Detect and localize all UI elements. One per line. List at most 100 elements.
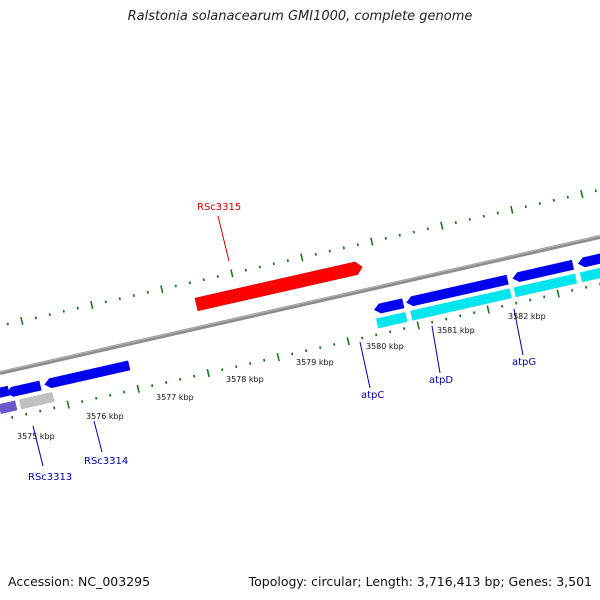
major-tick bbox=[510, 205, 514, 214]
gene-rsc3315[interactable] bbox=[194, 261, 364, 312]
minor-tick bbox=[95, 396, 98, 400]
minor-tick bbox=[202, 278, 205, 282]
minor-tick bbox=[333, 342, 336, 346]
minor-tick bbox=[118, 297, 121, 301]
gene-atpg-arrow[interactable] bbox=[511, 259, 575, 283]
minor-tick bbox=[571, 288, 574, 292]
gene-atpd-arrow[interactable] bbox=[405, 274, 509, 308]
major-tick bbox=[66, 400, 70, 409]
major-tick bbox=[486, 305, 490, 314]
minor-tick bbox=[25, 412, 28, 416]
scale-label-3576: 3576 kbp bbox=[86, 412, 124, 421]
minor-tick bbox=[188, 281, 191, 285]
minor-tick bbox=[179, 377, 182, 381]
minor-tick bbox=[482, 214, 485, 218]
cds-atpg[interactable] bbox=[513, 273, 578, 298]
major-tick bbox=[370, 237, 374, 246]
minor-tick bbox=[431, 320, 434, 324]
major-tick bbox=[230, 269, 234, 278]
major-tick bbox=[300, 253, 304, 262]
minor-tick bbox=[272, 262, 275, 266]
major-tick bbox=[346, 337, 350, 346]
minor-tick bbox=[48, 313, 51, 317]
genome-backbone-highlight bbox=[0, 235, 600, 373]
leader-atpd bbox=[431, 325, 441, 374]
minor-tick bbox=[146, 290, 149, 294]
minor-tick bbox=[403, 327, 406, 331]
scale-label-3581: 3581 kbp bbox=[437, 326, 475, 335]
minor-tick bbox=[585, 285, 588, 289]
gene-label-rsc3314[interactable]: RSc3314 bbox=[84, 456, 128, 467]
minor-tick bbox=[552, 198, 555, 202]
minor-tick bbox=[11, 415, 14, 419]
minor-tick bbox=[244, 268, 247, 272]
gene-label-atpc[interactable]: atpC bbox=[361, 390, 384, 401]
minor-tick bbox=[468, 217, 471, 221]
gene-atpa-arrow[interactable] bbox=[577, 243, 600, 268]
minor-tick bbox=[398, 233, 401, 237]
minor-tick bbox=[53, 406, 56, 410]
leader-rsc3315 bbox=[217, 215, 230, 262]
major-tick bbox=[416, 321, 420, 330]
minor-tick bbox=[235, 365, 238, 369]
scale-label-3582: 3582 kbp bbox=[508, 312, 546, 321]
minor-tick bbox=[249, 361, 252, 365]
minor-tick bbox=[566, 195, 569, 199]
leader-rsc3314 bbox=[93, 420, 103, 453]
minor-tick bbox=[286, 259, 289, 263]
cds-atpa[interactable] bbox=[579, 256, 600, 283]
inner-scale-ticks bbox=[11, 282, 600, 419]
minor-tick bbox=[165, 380, 168, 385]
gene-label-atpg[interactable]: atpG bbox=[512, 357, 536, 368]
gene-rsc3314-arrow[interactable] bbox=[43, 360, 131, 389]
scale-label-3580: 3580 kbp bbox=[366, 342, 404, 351]
leader-atpg bbox=[513, 308, 524, 356]
minor-tick bbox=[543, 295, 546, 299]
gene-rsc3313-purple[interactable] bbox=[0, 400, 18, 414]
minor-tick bbox=[375, 333, 378, 337]
major-tick bbox=[440, 221, 444, 230]
gene-atpc-arrow[interactable] bbox=[373, 298, 405, 314]
minor-tick bbox=[356, 243, 359, 247]
cds-atpc[interactable] bbox=[376, 312, 408, 329]
minor-tick bbox=[216, 274, 219, 278]
leader-atpc bbox=[359, 341, 371, 389]
minor-tick bbox=[123, 390, 126, 394]
genome-backbone bbox=[0, 235, 600, 375]
gene-label-rsc3315[interactable]: RSc3315 bbox=[197, 202, 241, 213]
gene-partial-left[interactable] bbox=[0, 385, 10, 399]
minor-tick bbox=[221, 368, 224, 372]
minor-tick bbox=[459, 314, 462, 318]
minor-tick bbox=[6, 322, 9, 326]
minor-tick bbox=[104, 300, 107, 304]
minor-tick bbox=[529, 298, 532, 302]
gene-blue-small-left[interactable] bbox=[5, 380, 42, 398]
leader-rsc3313 bbox=[32, 425, 44, 467]
gene-rsc3313-grey[interactable] bbox=[19, 392, 55, 410]
topology-summary: Topology: circular; Length: 3,716,413 bp… bbox=[248, 574, 592, 589]
gene-label-atpd[interactable]: atpD bbox=[429, 375, 453, 386]
label-leaders bbox=[32, 215, 524, 467]
major-tick bbox=[276, 353, 280, 362]
minor-tick bbox=[538, 201, 541, 205]
minor-tick bbox=[412, 230, 415, 234]
map-title: Ralstonia solanacearum GMI1000, complete… bbox=[127, 9, 473, 24]
forward-strand-genes bbox=[194, 261, 364, 312]
minor-tick bbox=[454, 220, 457, 225]
gene-label-rsc3313[interactable]: RSc3313 bbox=[28, 472, 72, 483]
minor-tick bbox=[193, 374, 196, 378]
minor-tick bbox=[291, 352, 294, 356]
major-tick bbox=[20, 316, 24, 325]
cds-atpd[interactable] bbox=[410, 288, 512, 321]
minor-tick bbox=[39, 409, 42, 413]
minor-tick bbox=[445, 317, 448, 321]
major-tick bbox=[160, 285, 164, 294]
minor-tick bbox=[328, 249, 331, 253]
minor-tick bbox=[342, 246, 345, 250]
minor-tick bbox=[76, 306, 79, 310]
scale-label-3578: 3578 kbp bbox=[226, 375, 264, 384]
major-tick bbox=[136, 384, 140, 393]
minor-tick bbox=[389, 330, 392, 334]
minor-tick bbox=[34, 316, 37, 320]
